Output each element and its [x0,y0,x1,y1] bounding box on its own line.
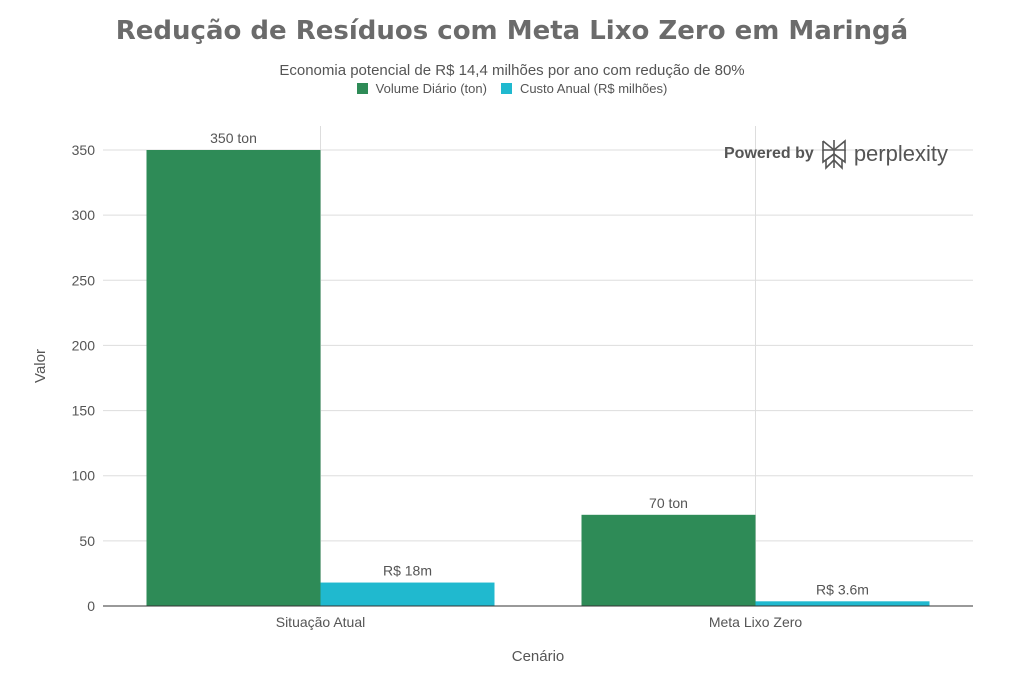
legend-label-cost: Custo Anual (R$ milhões) [519,81,668,96]
y-tick-label: 0 [87,598,95,614]
y-tick-label: 100 [72,468,96,484]
bar[interactable] [581,514,756,606]
bar[interactable] [320,582,495,606]
bars [146,150,930,606]
axes: Valor Cenário 0 50 100 150 200 250 300 350 Situa… [32,142,973,665]
bar-value-label: R$ 18m [383,563,432,579]
legend-swatch-volume [356,83,368,94]
bar-value-label: 70 ton [649,495,688,511]
y-tick-label: 300 [72,207,96,223]
legend-item-volume[interactable]: Volume Diário (ton) [356,81,487,96]
bar[interactable] [755,601,930,606]
y-axis-title: Valor [32,349,49,383]
y-tick-label: 250 [72,272,96,288]
watermark: Powered by perplexity [724,138,948,170]
y-tick-label: 150 [72,403,96,419]
y-tick-label: 50 [79,533,95,549]
bar-value-label: 350 ton [210,130,257,146]
legend: Volume Diário (ton) Custo Anual (R$ milh… [0,81,1024,96]
x-axis-title: Cenário [512,648,565,665]
chart-subtitle: Economia potencial de R$ 14,4 milhões po… [279,62,745,79]
legend-item-cost[interactable]: Custo Anual (R$ milhões) [500,81,668,96]
legend-label-volume: Volume Diário (ton) [375,81,487,96]
data-labels: 350 ton R$ 18m 70 ton R$ 3.6m [210,130,869,597]
legend-swatch-cost [500,83,512,94]
perplexity-logo-icon [822,139,846,170]
chart-title: Redução de Resíduos com Meta Lixo Zero e… [115,16,909,46]
watermark-powered-by: Powered by [724,145,814,162]
y-tick-label: 200 [72,337,96,353]
x-tick-label: Meta Lixo Zero [709,614,803,630]
y-tick-label: 350 [72,142,96,158]
x-tick-label: Situação Atual [276,614,366,630]
bar-value-label: R$ 3.6m [816,581,869,597]
bar[interactable] [146,150,321,606]
watermark-brand: perplexity [853,141,948,166]
